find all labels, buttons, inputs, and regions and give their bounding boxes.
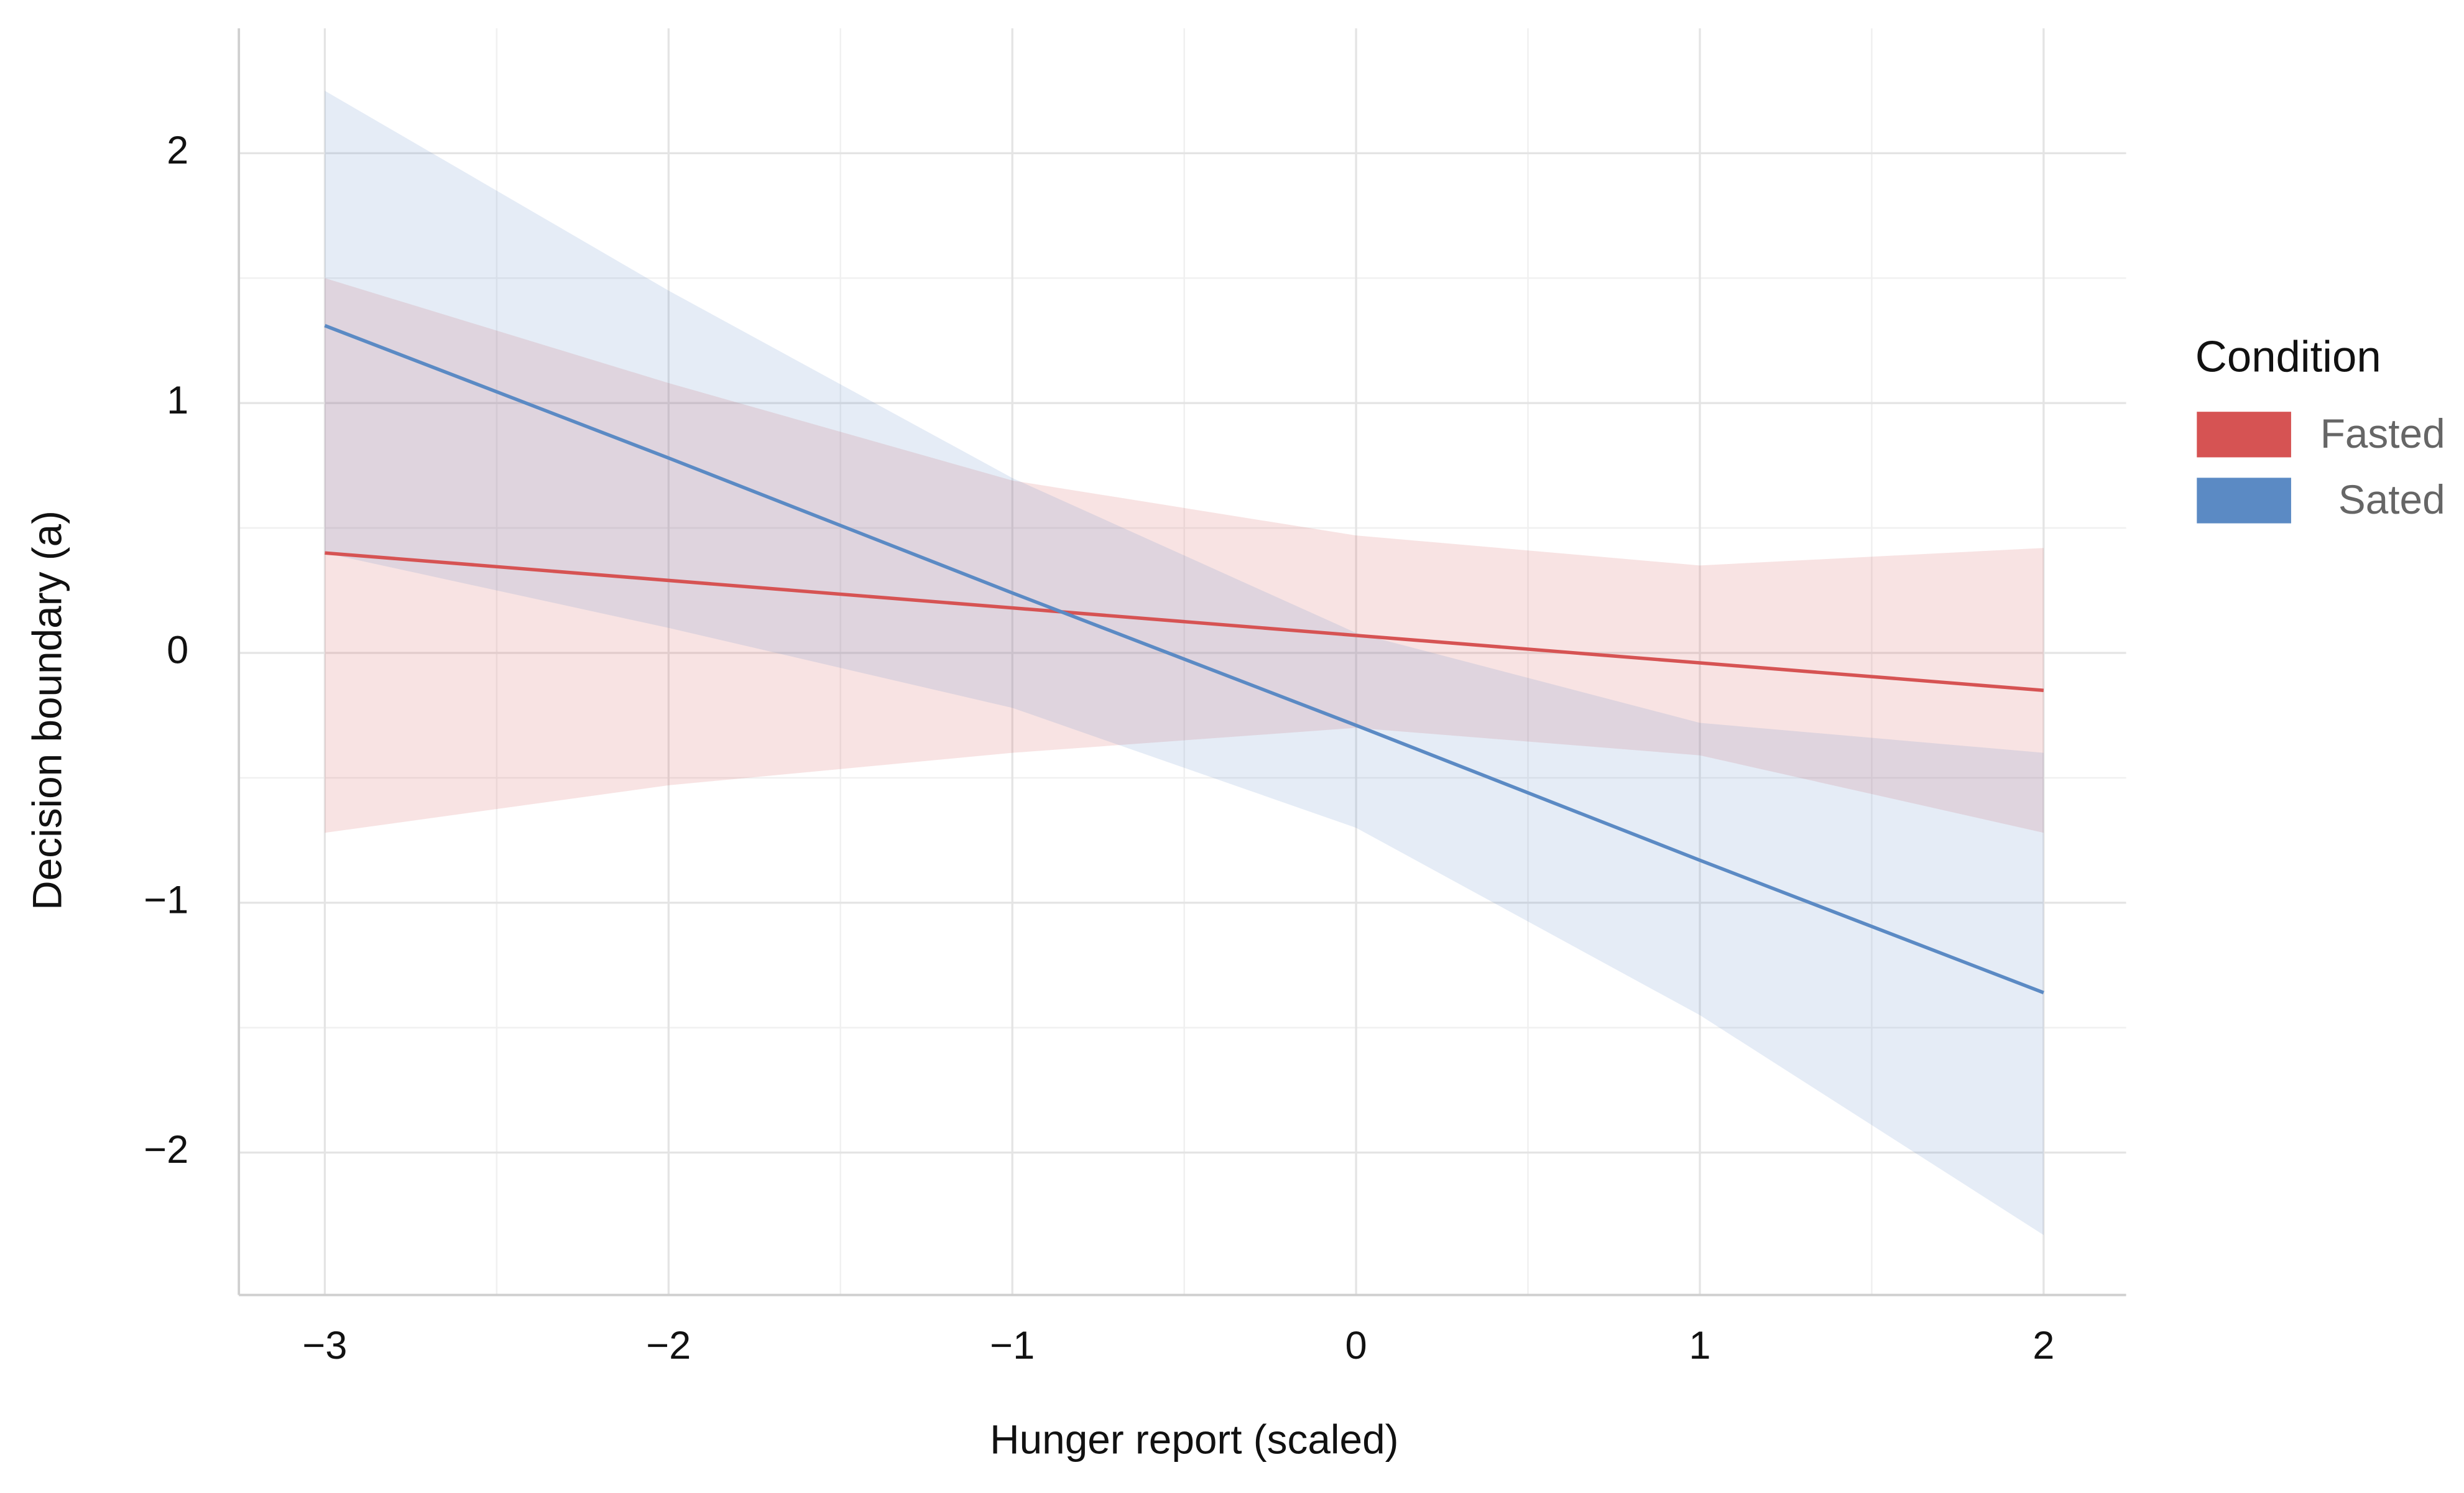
y-axis-title: Decision boundary (a) bbox=[24, 511, 70, 910]
legend-label: Sated bbox=[2338, 477, 2445, 522]
x-tick-label: −1 bbox=[990, 1324, 1035, 1367]
series-line bbox=[324, 324, 2044, 994]
series-line bbox=[325, 551, 2044, 692]
x-tick-label: −2 bbox=[646, 1324, 691, 1367]
x-axis-title: Hunger report (scaled) bbox=[990, 1417, 1398, 1462]
legend-swatch bbox=[2197, 412, 2291, 458]
confidence-band bbox=[325, 278, 2044, 833]
x-tick-label: −3 bbox=[302, 1324, 347, 1367]
x-tick-label: 1 bbox=[1689, 1324, 1710, 1367]
confidence-band bbox=[325, 90, 2044, 1236]
legend-label: Fasted bbox=[2320, 411, 2445, 456]
y-tick-label: 2 bbox=[167, 129, 188, 172]
legend-title: Condition bbox=[2195, 331, 2381, 381]
y-tick-label: −2 bbox=[144, 1128, 188, 1172]
x-tick-label: 0 bbox=[1345, 1324, 1367, 1367]
y-tick-label: −1 bbox=[144, 878, 188, 922]
legend-swatch bbox=[2197, 478, 2291, 524]
y-tick-label: 0 bbox=[167, 629, 188, 672]
y-tick-label: 1 bbox=[167, 379, 188, 422]
x-tick-label: 2 bbox=[2033, 1324, 2054, 1367]
